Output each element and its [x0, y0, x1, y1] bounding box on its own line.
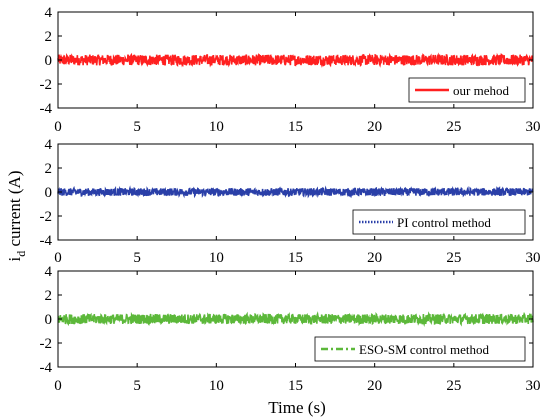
y-tick-label: -2 [40, 77, 53, 93]
x-tick-label: 5 [133, 119, 141, 135]
x-tick-label: 25 [446, 250, 461, 266]
x-tick-label: 10 [209, 119, 224, 135]
x-tick-label: 25 [446, 378, 461, 394]
y-tick-label: -4 [40, 360, 53, 376]
x-tick-label: 30 [526, 378, 541, 394]
x-tick-label: 0 [54, 119, 62, 135]
series-line-2-1 [57, 185, 534, 199]
x-tick-label: 0 [54, 250, 62, 266]
legend-label: ESO-SM control method [359, 342, 489, 357]
legend-label: our mehod [453, 83, 509, 98]
x-tick-label: 15 [288, 250, 303, 266]
x-tick-label: 25 [446, 119, 461, 135]
y-tick-label: 2 [45, 161, 53, 177]
y-tick-label: 0 [45, 185, 53, 201]
x-tick-label: 15 [288, 119, 303, 135]
y-tick-label: 4 [45, 5, 53, 21]
y-tick-label: -4 [40, 233, 53, 249]
x-tick-label: 10 [209, 378, 224, 394]
y-tick-label: 4 [45, 137, 53, 153]
x-tick-label: 30 [526, 250, 541, 266]
x-tick-label: 20 [367, 250, 382, 266]
y-tick-label: 2 [45, 29, 53, 45]
y-tick-label: -2 [40, 336, 53, 352]
y-tick-label: 2 [45, 288, 53, 304]
legend-1: our mehod [408, 77, 526, 103]
series-line-1-1 [57, 52, 534, 68]
legend-box [314, 336, 526, 362]
legend-2: PI control method [352, 209, 526, 235]
x-tick-label: 5 [133, 250, 141, 266]
y-tick-label: 4 [45, 264, 53, 280]
y-label-rest: current (A) [5, 171, 24, 251]
y-label-main: i [5, 256, 24, 261]
x-tick-label: 30 [526, 119, 541, 135]
x-tick-label: 0 [54, 378, 62, 394]
y-label-subscript: d [14, 251, 28, 257]
x-tick-label: 10 [209, 250, 224, 266]
y-tick-label: -4 [40, 101, 53, 117]
legend-3: ESO-SM control method [314, 336, 526, 362]
series-line-3-1 [57, 311, 534, 328]
y-tick-label: 0 [45, 312, 53, 328]
x-tick-label: 15 [288, 378, 303, 394]
y-tick-label: -2 [40, 209, 53, 225]
x-tick-label: 5 [133, 378, 141, 394]
shared-y-axis-label: id current (A) [5, 171, 28, 262]
x-tick-label: 20 [367, 119, 382, 135]
shared-x-axis-label: Time (s) [268, 398, 325, 417]
legend-label: PI control method [397, 215, 491, 230]
legend-box [352, 209, 526, 235]
x-tick-label: 20 [367, 378, 382, 394]
y-tick-label: 0 [45, 53, 53, 69]
